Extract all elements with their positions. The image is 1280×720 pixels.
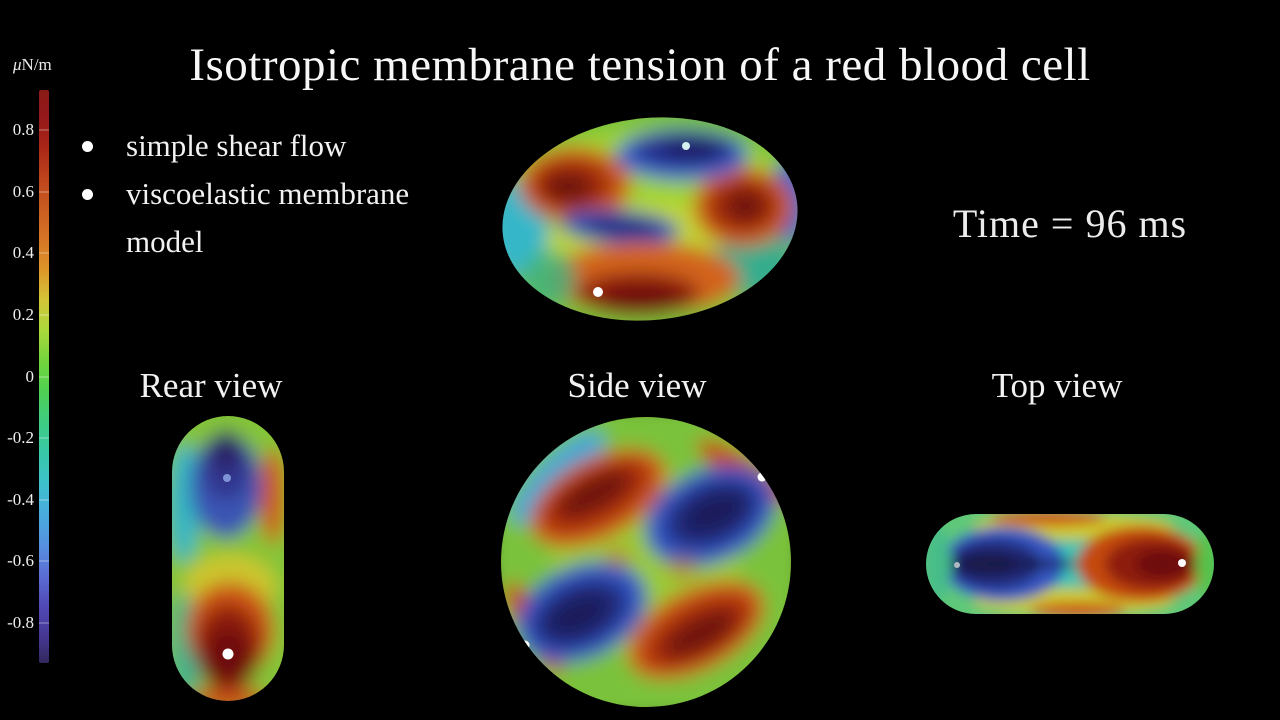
colorbar-tick-mark [39,313,49,316]
colorbar-tick-label: -0.6 [7,551,34,571]
cell-render-perspective [492,103,808,335]
top-view-graphic [926,514,1214,614]
tracer-dot [757,472,767,482]
colorbar-tick-label: 0.2 [12,304,34,324]
colorbar-tick-mark [39,437,49,440]
tracer-dot [1178,559,1186,567]
tension-field-group [172,416,284,701]
colorbar-tick-mark [39,498,49,501]
tracer-dot [682,142,690,150]
tracer-dot [223,474,231,482]
colorbar-tick-label: 0 [25,366,35,386]
tracer-dot [954,562,960,568]
colorbar-tick-label: 0.4 [12,243,34,263]
tension-field-group [492,103,808,335]
bullet-icon [82,141,93,152]
colorbar-tick-label: -0.8 [7,612,34,632]
note-text: viscoelastic membrane model [126,176,410,259]
colorbar-tick-mark [39,129,49,132]
tracer-dot [593,287,603,297]
rear-view-graphic [172,416,284,701]
side-view-label: Side view [567,366,707,405]
colorbar-unit-label: μN/m [13,55,52,74]
perspective-view-graphic [492,103,808,335]
page-title: Isotropic membrane tension of a red bloo… [189,39,1091,91]
cell-render-rear [160,408,300,713]
colorbar-tick-mark [39,252,49,255]
colorbar-tick-label: -0.4 [7,489,34,509]
top-view-label: Top view [991,366,1123,405]
side-view-graphic [501,417,791,707]
tracer-dot [222,648,234,660]
cell-render-top [923,503,1217,630]
colorbar-tick-label: -0.2 [7,428,34,448]
bullet-icon [82,189,93,200]
tension-field-group [501,417,791,707]
rear-view-label: Rear view [139,366,283,405]
time-display: Time = 96 ms [952,201,1188,246]
tracer-dot [520,640,530,650]
colorbar-gradient [39,90,49,663]
notes-list: simple shear flow viscoelastic membrane … [74,122,419,266]
list-item: simple shear flow [74,122,419,170]
colorbar-tick-mark [39,621,49,624]
colorbar-tick-label: 0.8 [12,120,34,140]
tension-field-group [926,514,1214,614]
cell-render-side [498,414,794,715]
colorbar-tick-mark [39,560,49,563]
colorbar-tick-mark [39,190,49,193]
colorbar-ticks: 0.8 0.6 0.4 0.2 0 -0.2 -0.4 -0.6 -0.8 [0,90,34,663]
colorbar-tick-mark [39,375,49,378]
note-text: simple shear flow [126,128,347,163]
list-item: viscoelastic membrane model [74,170,419,266]
colorbar-tick-label: 0.6 [12,181,34,201]
